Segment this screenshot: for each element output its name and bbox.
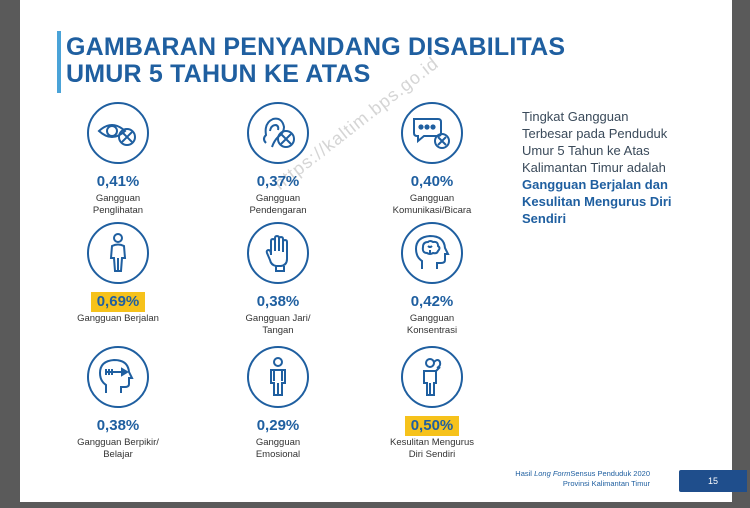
item-berjalan: 0,69% Gangguan Berjalan [43,222,193,325]
speech-bubble-icon [401,102,463,164]
page-number: 15 [679,470,747,492]
percent-value: 0,40% [410,173,454,190]
eye-icon [87,102,149,164]
percent-value: 0,38% [256,293,300,310]
thinking-head-icon [87,346,149,408]
item-berpikir: 0,38% Gangguan Berpikir/ Belajar [43,346,193,461]
standing-person-icon [247,346,309,408]
item-label: Gangguan Emosional [255,437,301,460]
footer-line-2: Provinsi Kalimantan Timur [562,479,650,488]
percent-value: 0,37% [256,173,300,190]
item-label: Gangguan Berpikir/ Belajar [77,437,159,460]
item-label: Gangguan Jari/ Tangan [245,313,311,336]
item-komunikasi: 0,40% Gangguan Komunikasi/Bicara [357,102,507,217]
footer-source: Hasil Long FormSensus Penduduk 2020 Prov… [515,469,650,489]
item-emosional: 0,29% Gangguan Emosional [203,346,353,461]
item-label: Gangguan Konsentrasi [406,313,458,336]
footer-italic: Long Form [534,469,571,478]
item-label: Gangguan Penglihatan [92,193,144,216]
summary-text: Tingkat Gangguan Terbesar pada Penduduk … [522,108,682,227]
item-label: Gangguan Pendengaran [249,193,307,216]
percent-value-highlighted: 0,69% [90,292,146,312]
item-label: Gangguan Berjalan [77,313,159,324]
page-title: GAMBARAN PENYANDANG DISABILITAS UMUR 5 T… [66,34,565,88]
title-line-2: UMUR 5 TAHUN KE ATAS [66,60,371,88]
item-label: Kesulitan Mengurus Diri Sendiri [390,437,474,460]
brain-head-icon [401,222,463,284]
hand-icon [247,222,309,284]
ear-icon [247,102,309,164]
item-jari-tangan: 0,38% Gangguan Jari/ Tangan [203,222,353,337]
item-pendengaran: 0,37% Gangguan Pendengaran [203,102,353,217]
percent-value-highlighted: 0,50% [404,416,460,436]
slide: GAMBARAN PENYANDANG DISABILITAS UMUR 5 T… [20,0,747,502]
item-mengurus-diri: 0,50% Kesulitan Mengurus Diri Sendiri [357,346,507,461]
percent-value: 0,29% [256,417,300,434]
item-konsentrasi: 0,42% Gangguan Konsentrasi [357,222,507,337]
walking-person-icon [87,222,149,284]
percent-value: 0,41% [96,173,140,190]
self-care-person-icon [401,346,463,408]
footer-rest: Sensus Penduduk 2020 [570,469,650,478]
summary-highlight: Gangguan Berjalan dan Kesulitan Mengurus… [522,177,672,226]
percent-value: 0,38% [96,417,140,434]
item-penglihatan: 0,41% Gangguan Penglihatan [43,102,193,217]
percent-value: 0,42% [410,293,454,310]
title-line-1: GAMBARAN PENYANDANG DISABILITAS [66,33,566,61]
footer-prefix: Hasil [515,469,532,478]
summary-intro: Tingkat Gangguan Terbesar pada Penduduk … [522,109,668,175]
item-label: Gangguan Komunikasi/Bicara [392,193,472,216]
title-accent-bar [57,31,61,93]
